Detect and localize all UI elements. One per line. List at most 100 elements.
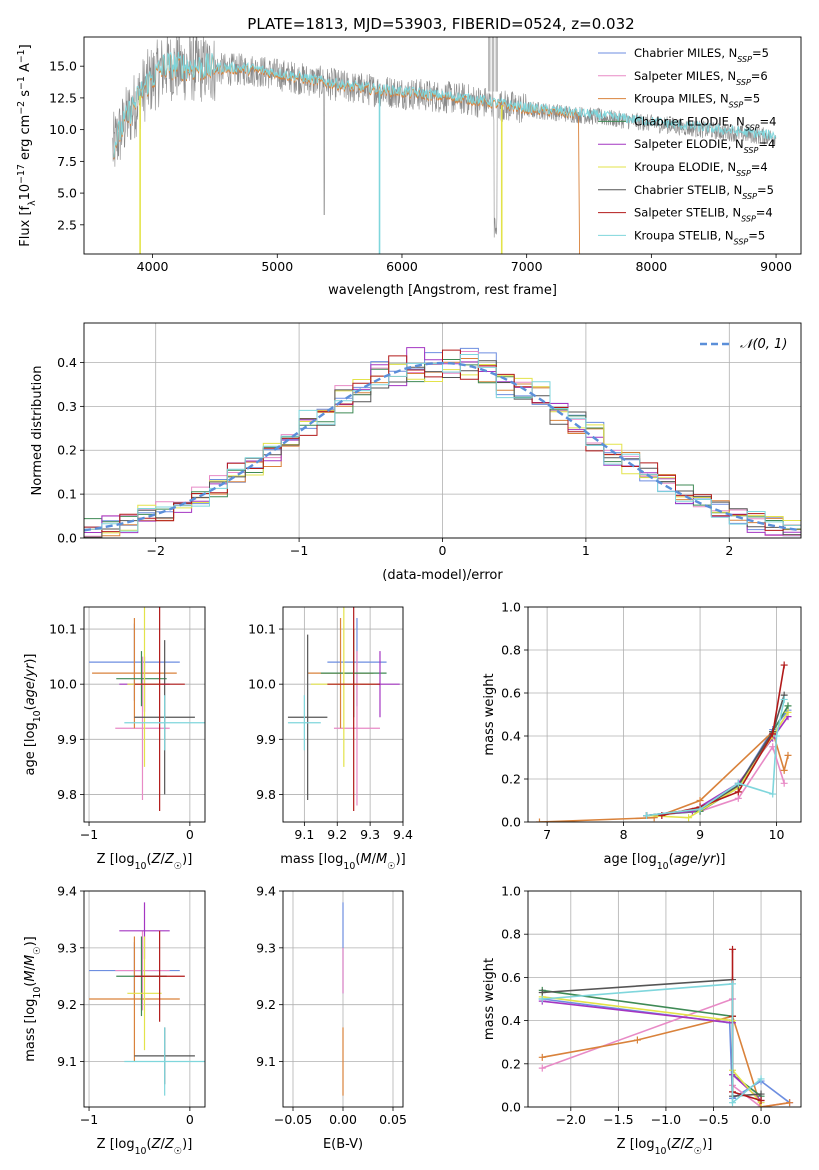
label-part: /: [160, 852, 165, 867]
label-part: (: [23, 982, 38, 987]
mass-vs-ebv-panel: −0.05 0.00 0.05 9.1 9.2 9.3 9.4 E(B-V): [256, 884, 407, 1153]
label-part: −1: [16, 76, 27, 90]
x-tick-label: −1: [80, 1112, 98, 1127]
x-tick-label: 9000: [760, 259, 792, 274]
weight-line: [542, 983, 762, 1105]
legend-name: Kroupa ELODIE, N: [634, 160, 736, 174]
x-tick-label: 8000: [635, 259, 667, 274]
x-tick-label: −2.0: [556, 1112, 586, 1127]
x-axis-label: Z [log10(Z/Z☉)]: [97, 1137, 193, 1157]
plot-area: [535, 661, 792, 822]
axes-frame: [83, 606, 206, 823]
y-tick-label: 10.0: [49, 122, 77, 137]
weight-marker: [643, 812, 651, 820]
legend-entry: Chabrier MILES, NSSP=5: [634, 46, 769, 64]
y-tick-label: 0.6: [501, 686, 521, 701]
weight-marker: [757, 1097, 765, 1105]
weight-marker: [734, 779, 742, 787]
histogram-panel: −2 −1 0 1 2 0.0 0.1 0.2 0.3 0.4 𝒩(0, 1) (data-model…: [30, 322, 802, 583]
x-tick-label: 9: [696, 827, 704, 842]
plot-area: [89, 607, 205, 811]
y-tick-label: 0.4: [57, 355, 77, 370]
label-part: (: [23, 705, 38, 710]
model-spectrum-kroupa: [113, 53, 581, 254]
x-tick-label: 0: [186, 1112, 194, 1127]
label-part: )]: [182, 1137, 192, 1152]
label-part: M: [376, 852, 387, 867]
label-part: M: [360, 852, 371, 867]
plot-area: [112, 37, 777, 254]
label-part: E(B-V): [323, 1137, 363, 1152]
age-vs-metallicity-panel: −1 09.89.910.010.1Z [log10(Z/Z☉)]age [log…: [23, 606, 206, 872]
x-tick-label: 0.00: [329, 1112, 357, 1127]
legend-entry: Salpeter STELIB, NSSP=4: [634, 206, 773, 224]
label-part: −1: [16, 49, 27, 63]
x-tick-label: −1.0: [651, 1112, 681, 1127]
label-part: )]: [702, 1137, 712, 1152]
y-tick-label: 15.0: [49, 59, 77, 74]
y-tick-label: 0.6: [501, 970, 521, 985]
plot-area: [84, 347, 801, 538]
y-tick-label: 0.2: [501, 772, 521, 787]
label-part: ☉: [32, 946, 43, 954]
plot-area: [287, 607, 400, 811]
legend-entry: Chabrier ELODIE, NSSP=4: [634, 114, 776, 131]
label-part: s: [18, 90, 33, 101]
label-part: )]: [23, 936, 38, 946]
legend-name: Salpeter MILES, N: [634, 69, 736, 83]
legend-sub: SSP: [736, 169, 751, 178]
x-tick-label: 9.2: [327, 827, 347, 842]
legend-entry: 𝒩(0, 1): [740, 337, 787, 352]
weight-marker: [757, 1090, 765, 1098]
y-tick-label: 10.1: [49, 622, 77, 637]
label-part: yr: [701, 852, 717, 867]
y-tick-label: 12.5: [49, 90, 77, 105]
y-tick-label: 1.0: [501, 600, 521, 615]
label-part: λ: [27, 200, 38, 206]
y-tick-label: 5.0: [57, 186, 77, 201]
weight-marker: [535, 818, 543, 822]
x-tick-label: −1.5: [603, 1112, 633, 1127]
legend-name: Kroupa MILES, N: [634, 92, 729, 106]
label-part: mass [log: [280, 852, 343, 867]
y-axis-label: mass [log10(M/M☉)]: [23, 936, 43, 1062]
axes-frame: [83, 322, 802, 539]
label-part: )]: [23, 653, 38, 663]
legend-sub: SSP: [736, 77, 751, 86]
x-tick-label: 8: [620, 827, 628, 842]
x-tick-label: −1: [290, 543, 308, 558]
label-part: 10: [135, 861, 147, 872]
y-tick-label: 9.9: [256, 732, 276, 747]
x-tick-label: 5000: [261, 259, 293, 274]
x-axis-label: Z [log10(Z/Z☉)]: [97, 852, 193, 872]
label-part: Flux [f: [18, 205, 33, 246]
y-tick-label: 9.2: [57, 997, 77, 1012]
label-part: Z [log: [97, 852, 135, 867]
axes-frame: [527, 890, 802, 1108]
y-tick-label: 1.0: [501, 884, 521, 899]
axes-frame: [83, 890, 206, 1108]
y-tick-label: 9.4: [57, 884, 77, 899]
y-tick-label: 10.1: [248, 622, 276, 637]
y-axis-label: mass weight: [482, 673, 497, 755]
label-part: Z: [164, 1137, 175, 1152]
spectrum-panel: 4000 5000 6000 7000 8000 9000 2.5 5.0 7.5 10.0 12.…: [16, 36, 802, 298]
label-part: mass [log: [23, 999, 38, 1062]
weight-marker: [729, 980, 737, 988]
legend-count: =4: [760, 114, 777, 128]
label-part: ]: [18, 44, 33, 49]
x-tick-label: 1: [582, 543, 590, 558]
legend-count: =4: [751, 160, 768, 174]
label-part: (: [147, 1137, 152, 1152]
label-part: )]: [182, 852, 192, 867]
legend-sub: SSP: [737, 55, 752, 64]
weight-marker: [696, 797, 704, 804]
label-part: Z: [151, 852, 162, 867]
weight-marker: [769, 790, 777, 798]
x-axis-label: age [log10(age/yr)]: [603, 852, 725, 872]
weight-marker: [784, 702, 792, 710]
y-tick-label: 0.2: [501, 1056, 521, 1071]
x-tick-label: 9.3: [360, 827, 380, 842]
x-tick-label: 0.0: [751, 1112, 771, 1127]
